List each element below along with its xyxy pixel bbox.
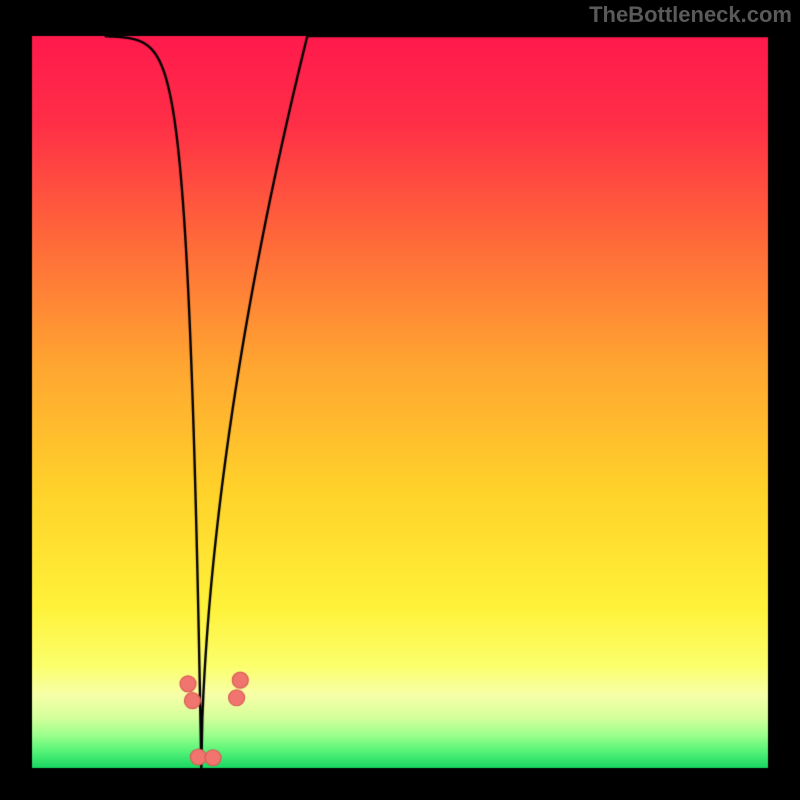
- bottleneck-curve-chart: [0, 0, 800, 800]
- chart-stage: TheBottleneck.com: [0, 0, 800, 800]
